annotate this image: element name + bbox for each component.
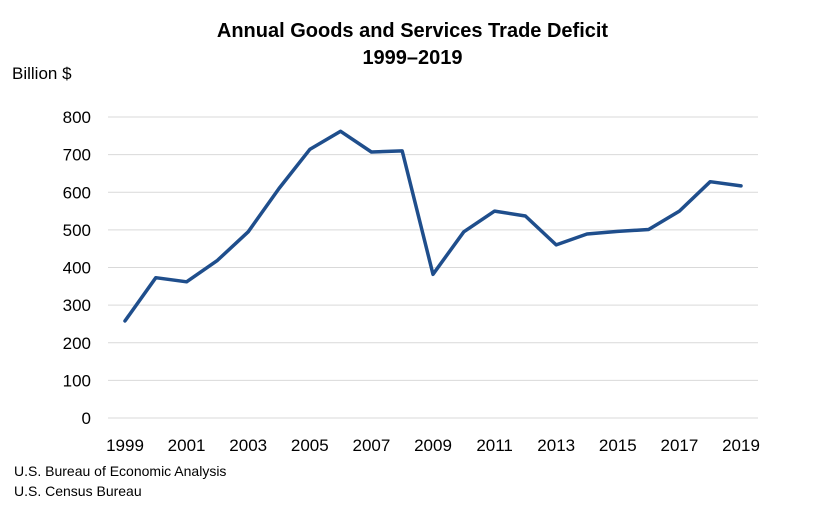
x-tick-label: 2003 [229,436,267,455]
data-point-2007 [370,150,373,154]
data-point-2013 [555,243,558,247]
data-point-2017 [678,209,681,213]
data-point-2006 [339,130,342,133]
x-tick-label: 1999 [106,436,144,455]
y-axis-ticks: 0 100 200 300 400 500 600 700 800 [63,108,91,428]
x-tick-label: 2009 [414,436,452,455]
x-tick-label: 2001 [168,436,206,455]
gridlines [108,116,758,419]
x-tick-label: 2019 [722,436,760,455]
data-point-2002 [216,259,219,262]
x-tick-label: 2007 [352,436,390,455]
x-tick-label: 2005 [291,436,329,455]
y-tick-label: 800 [63,108,91,127]
data-point-2001 [185,280,188,283]
x-tick-label: 2017 [660,436,698,455]
data-point-2003 [247,230,250,233]
data-point-2019 [739,184,743,188]
source-census: U.S. Census Bureau [14,483,142,499]
series-line-trade-deficit [123,129,743,323]
data-point-1999 [123,319,127,323]
source-notes: U.S. Bureau of Economic Analysis U.S. Ce… [14,461,226,501]
y-tick-label: 300 [63,296,91,315]
chart-title-block: Annual Goods and Services Trade Deficit … [0,18,825,72]
data-point-2014 [585,232,589,236]
chart-title: Annual Goods and Services Trade Deficit [216,20,609,42]
data-point-2016 [647,228,650,231]
data-point-2009 [431,273,435,276]
data-point-2015 [616,230,619,233]
x-tick-label: 2013 [537,436,575,455]
source-bea: U.S. Bureau of Economic Analysis [14,463,227,479]
x-axis-ticks: 1999 2001 2003 2005 2007 2009 2011 2013 2015 2017… [106,436,760,455]
y-tick-label: 600 [63,183,91,202]
x-tick-label: 2011 [476,436,513,455]
data-point-2004 [277,187,281,190]
data-point-2008 [401,149,404,153]
y-axis-label: Billion $ [12,64,72,83]
data-point-2012 [524,214,527,218]
y-tick-label: 400 [63,259,91,278]
y-tick-label: 100 [63,371,91,390]
data-point-2010 [462,230,465,233]
data-point-2005 [308,148,311,151]
data-point-2011 [493,209,496,213]
y-tick-label: 500 [63,221,91,240]
y-tick-label: 700 [63,146,91,165]
data-point-2000 [154,276,157,279]
chart-subtitle: 1999–2019 [362,47,463,69]
x-tick-label: 2015 [599,436,637,455]
series-layer [123,129,743,323]
data-point-2018 [709,180,712,183]
y-tick-label: 0 [82,409,91,428]
y-tick-label: 200 [63,334,91,353]
